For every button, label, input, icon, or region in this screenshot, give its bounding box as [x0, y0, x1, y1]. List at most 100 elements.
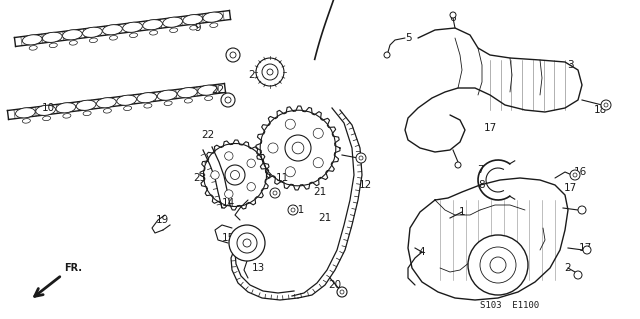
Circle shape: [285, 167, 295, 177]
Ellipse shape: [203, 12, 223, 22]
Circle shape: [256, 58, 284, 86]
Ellipse shape: [137, 93, 157, 103]
Ellipse shape: [22, 35, 42, 45]
Text: 2: 2: [564, 263, 572, 273]
Circle shape: [270, 188, 280, 198]
Circle shape: [384, 52, 390, 58]
Text: 21: 21: [314, 187, 326, 197]
Ellipse shape: [157, 90, 177, 100]
Ellipse shape: [97, 98, 116, 108]
Text: 16: 16: [573, 167, 587, 177]
Text: 6: 6: [450, 13, 456, 23]
Ellipse shape: [189, 26, 198, 30]
Ellipse shape: [205, 96, 212, 100]
Circle shape: [337, 287, 347, 297]
Text: 14: 14: [221, 198, 235, 208]
Ellipse shape: [15, 108, 35, 118]
Text: 10: 10: [42, 103, 54, 113]
Circle shape: [225, 165, 245, 185]
Text: 15: 15: [221, 233, 235, 243]
Text: 12: 12: [358, 180, 372, 190]
Ellipse shape: [129, 33, 138, 38]
Circle shape: [285, 135, 311, 161]
Circle shape: [229, 225, 265, 261]
Circle shape: [225, 190, 233, 198]
Circle shape: [262, 64, 278, 80]
Text: 4: 4: [419, 247, 426, 257]
Text: 11: 11: [275, 173, 289, 183]
Ellipse shape: [29, 46, 37, 50]
Circle shape: [247, 159, 255, 167]
Ellipse shape: [170, 28, 178, 33]
Text: 23: 23: [193, 173, 207, 183]
Circle shape: [237, 233, 257, 253]
Circle shape: [247, 182, 255, 191]
Text: 17: 17: [563, 183, 577, 193]
Ellipse shape: [63, 114, 71, 118]
Text: 23: 23: [248, 70, 262, 80]
Ellipse shape: [144, 103, 152, 108]
Ellipse shape: [83, 111, 91, 115]
Text: 18: 18: [593, 105, 607, 115]
Text: 21: 21: [318, 213, 332, 223]
Circle shape: [359, 156, 363, 160]
Circle shape: [490, 257, 506, 273]
Circle shape: [468, 235, 528, 295]
Circle shape: [574, 271, 582, 279]
Ellipse shape: [36, 105, 56, 115]
Ellipse shape: [164, 101, 172, 106]
Circle shape: [243, 239, 251, 247]
Text: 9: 9: [195, 23, 202, 33]
Ellipse shape: [103, 108, 111, 113]
Circle shape: [230, 170, 239, 180]
Circle shape: [356, 153, 366, 163]
Ellipse shape: [143, 20, 163, 30]
Circle shape: [268, 143, 278, 153]
Text: 3: 3: [566, 60, 573, 70]
Ellipse shape: [22, 119, 30, 123]
Text: 22: 22: [211, 85, 225, 95]
Text: 11: 11: [291, 205, 305, 215]
Ellipse shape: [116, 95, 136, 105]
Text: 17: 17: [579, 243, 591, 253]
Ellipse shape: [177, 88, 197, 98]
Circle shape: [480, 247, 516, 283]
Text: 20: 20: [328, 280, 342, 290]
Circle shape: [285, 119, 295, 129]
Ellipse shape: [76, 100, 96, 110]
Text: 19: 19: [156, 215, 168, 225]
Ellipse shape: [109, 35, 118, 40]
Text: 13: 13: [252, 263, 264, 273]
Circle shape: [292, 142, 304, 154]
Ellipse shape: [56, 103, 76, 113]
Circle shape: [225, 152, 233, 160]
Text: S103  E1100: S103 E1100: [481, 301, 540, 310]
Ellipse shape: [43, 116, 51, 121]
Ellipse shape: [183, 15, 203, 25]
Circle shape: [578, 206, 586, 214]
Ellipse shape: [163, 17, 182, 27]
Circle shape: [313, 158, 323, 168]
Circle shape: [230, 52, 236, 58]
Circle shape: [221, 93, 235, 107]
Ellipse shape: [102, 25, 122, 35]
Ellipse shape: [198, 85, 218, 95]
Circle shape: [601, 100, 611, 110]
Ellipse shape: [150, 31, 157, 35]
Ellipse shape: [69, 41, 77, 45]
Circle shape: [226, 48, 240, 62]
Ellipse shape: [123, 22, 142, 32]
Text: 7: 7: [477, 165, 483, 175]
Circle shape: [583, 246, 591, 254]
Ellipse shape: [63, 30, 82, 40]
Ellipse shape: [83, 27, 102, 37]
Text: 1: 1: [459, 207, 465, 217]
Circle shape: [267, 69, 273, 75]
Text: 22: 22: [202, 130, 214, 140]
Circle shape: [313, 128, 323, 138]
Text: 17: 17: [483, 123, 497, 133]
Ellipse shape: [42, 32, 62, 42]
Circle shape: [570, 170, 580, 180]
Ellipse shape: [49, 43, 58, 48]
Text: 8: 8: [479, 180, 485, 190]
